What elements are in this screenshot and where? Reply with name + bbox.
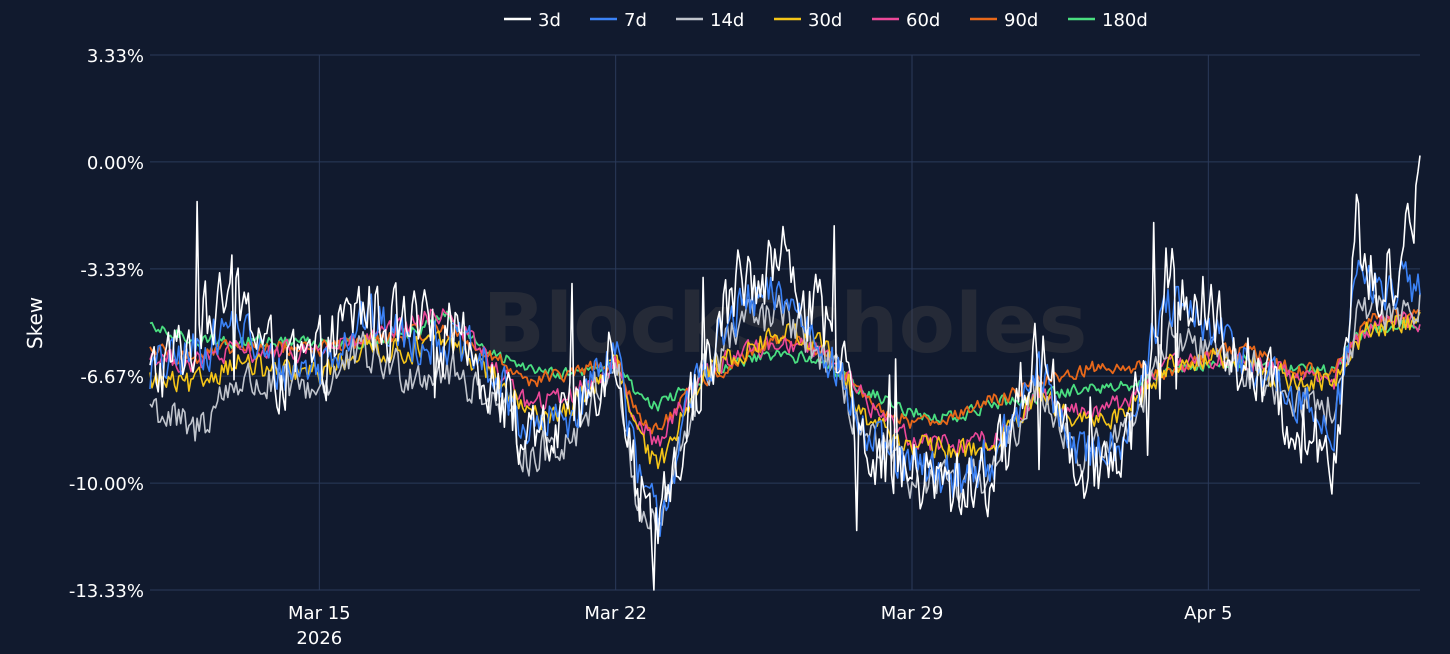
x-tick-label: Mar 29 xyxy=(881,603,944,624)
legend-label: 60d xyxy=(906,10,940,31)
watermark: BlockScholes xyxy=(483,277,1088,372)
y-tick-label: -6.67% xyxy=(80,367,144,388)
legend-label: 90d xyxy=(1004,10,1038,31)
y-tick-label: -13.33% xyxy=(69,581,144,602)
x-tick-sublabel: 2026 xyxy=(296,628,342,649)
y-tick-label: 0.00% xyxy=(87,153,144,174)
legend-label: 7d xyxy=(624,10,647,31)
legend-item-30d: 30d xyxy=(774,10,842,31)
series-line-7d xyxy=(149,259,1421,537)
x-tick-label: Apr 5 xyxy=(1184,603,1232,624)
legend-label: 30d xyxy=(808,10,842,31)
y-axis-title: Skew xyxy=(23,297,47,349)
legend-item-180d: 180d xyxy=(1068,10,1148,31)
legend: 3d 7d 14d 30d 60d 90d 180d xyxy=(504,10,1148,31)
legend-label: 3d xyxy=(538,10,561,31)
series-line-30d xyxy=(149,311,1421,470)
legend-item-60d: 60d xyxy=(872,10,940,31)
y-tick-label: 3.33% xyxy=(87,46,144,67)
legend-item-3d: 3d xyxy=(504,10,561,31)
series-line-3d xyxy=(149,155,1421,591)
legend-item-90d: 90d xyxy=(970,10,1038,31)
legend-item-14d: 14d xyxy=(676,10,744,31)
legend-item-7d: 7d xyxy=(590,10,647,31)
x-tick-label: Mar 22 xyxy=(584,603,647,624)
y-tick-label: -10.00% xyxy=(69,474,144,495)
grid-layer xyxy=(150,54,1420,591)
series-layer xyxy=(149,155,1421,591)
axis-layer: 3.33% 0.00% -3.33% -6.67% -10.00% -13.33% Mar … xyxy=(69,46,1233,649)
x-tick-label: Mar 15 xyxy=(288,603,351,624)
legend-label: 180d xyxy=(1102,10,1148,31)
legend-label: 14d xyxy=(710,10,744,31)
y-tick-label: -3.33% xyxy=(80,260,144,281)
